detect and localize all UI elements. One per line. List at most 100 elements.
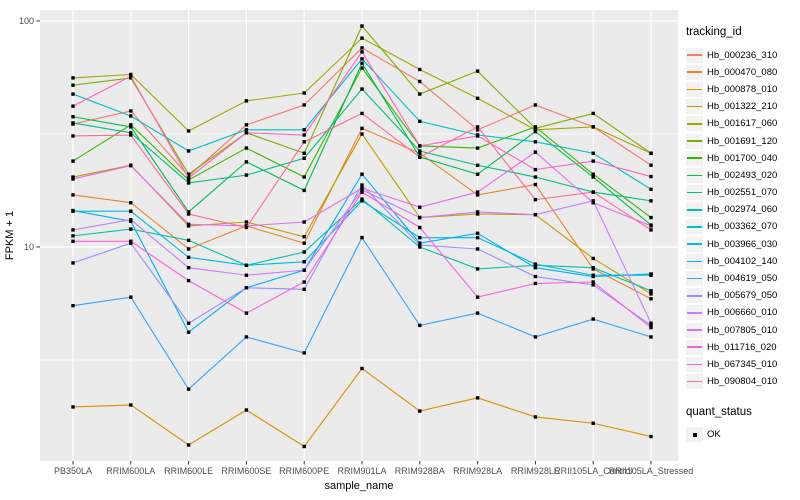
legend-key-line-icon <box>686 374 703 390</box>
legend-key-line-icon <box>686 271 703 287</box>
data-point <box>533 335 538 339</box>
data-point <box>186 174 191 178</box>
data-point <box>360 111 364 116</box>
data-point <box>186 247 191 251</box>
data-point <box>533 212 538 217</box>
data-point <box>71 159 75 163</box>
legend-entry-Hb_004619_050: Hb_004619_050 <box>686 270 798 287</box>
data-point <box>591 172 595 176</box>
data-point <box>244 263 249 267</box>
data-point <box>533 262 538 266</box>
data-point <box>418 215 422 220</box>
legend-entry-label: Hb_006660_010 <box>707 307 778 319</box>
y-tick-label: 100 <box>19 16 34 26</box>
data-point <box>302 128 306 132</box>
data-point <box>475 210 480 214</box>
legend-entry-Hb_007805_010: Hb_007805_010 <box>686 322 798 338</box>
data-point <box>302 287 306 291</box>
legend-entry-Hb_001691_120: Hb_001691_120 <box>686 133 798 149</box>
data-point <box>302 241 306 245</box>
legend-entry-Hb_090804_010: Hb_090804_010 <box>686 374 798 390</box>
legend-entry-label: Hb_003966_030 <box>707 238 778 250</box>
data-point <box>302 235 306 239</box>
data-point <box>418 119 422 123</box>
data-point <box>302 133 306 137</box>
x-axis-title: sample_name <box>324 480 393 492</box>
data-point <box>129 123 133 127</box>
data-point <box>533 415 538 419</box>
legend-key-line-icon <box>686 47 703 63</box>
x-tick-label: RRIM928BA <box>395 466 445 476</box>
legend-key-square-icon <box>686 427 703 443</box>
legend-key-line-icon <box>686 167 703 183</box>
data-point <box>418 323 422 328</box>
data-point <box>591 190 595 194</box>
data-point <box>360 186 364 190</box>
data-point <box>475 247 480 251</box>
data-point <box>71 193 75 197</box>
legend-entry-Hb_067345_010: Hb_067345_010 <box>686 356 798 372</box>
x-tick-label: RRII105LA_Stressed <box>609 466 694 476</box>
data-point <box>360 87 364 91</box>
data-point <box>71 92 75 96</box>
x-tick-label: PB350LA <box>54 466 92 476</box>
data-point <box>302 151 306 155</box>
data-point <box>360 199 364 203</box>
legend-entry-label: Hb_001700_040 <box>707 152 778 164</box>
data-point <box>418 235 422 240</box>
data-point <box>129 125 133 129</box>
data-point <box>475 163 480 167</box>
legend-key-line-icon <box>686 99 703 115</box>
legend-entry-Hb_001322_210: Hb_001322_210 <box>686 99 798 115</box>
legend-entry-label: Hb_000236_310 <box>707 49 778 61</box>
data-point <box>186 178 191 182</box>
legend-entry-Hb_002551_070: Hb_002551_070 <box>686 185 798 201</box>
y-axis-title: FPKM + 1 <box>4 211 16 260</box>
data-point <box>302 351 306 355</box>
legend-entry-Hb_000236_310: Hb_000236_310 <box>686 47 798 63</box>
data-point <box>186 172 191 176</box>
data-point <box>649 289 653 293</box>
data-point <box>129 295 133 299</box>
data-point <box>71 239 75 243</box>
data-point <box>591 199 595 203</box>
data-point <box>418 92 422 96</box>
data-point <box>186 181 191 185</box>
data-point <box>475 396 480 400</box>
data-point <box>649 174 653 179</box>
legend-key-line-icon <box>686 253 703 269</box>
data-point <box>186 278 191 283</box>
data-point <box>475 125 480 129</box>
data-point <box>475 235 480 240</box>
legend-key-line-icon <box>686 150 703 166</box>
legend-color-entries: Hb_000236_310 Hb_000470_080 Hb_000878_010 H… <box>686 47 798 390</box>
data-point <box>533 265 538 270</box>
data-point <box>186 265 191 270</box>
data-point <box>129 74 133 78</box>
legend-key-line-icon <box>686 202 703 218</box>
data-point <box>649 272 653 276</box>
legend-entry-Hb_002974_060: Hb_002974_060 <box>686 202 798 218</box>
data-point <box>71 83 75 87</box>
data-point <box>591 317 595 321</box>
x-tick-label: RRIM928LE <box>511 466 560 476</box>
legend-key-line-icon <box>686 288 703 304</box>
legend-entry-ok: OK <box>686 427 798 443</box>
data-point <box>302 188 306 193</box>
data-point <box>360 183 364 187</box>
data-point <box>129 209 133 213</box>
data-point <box>591 265 595 270</box>
legend-entry-label: Hb_001617_060 <box>707 118 778 130</box>
data-point <box>649 297 653 301</box>
data-point <box>533 182 538 187</box>
data-point <box>129 109 133 113</box>
x-tick-label: RRIM600PE <box>279 466 329 476</box>
data-point <box>360 132 364 136</box>
legend-key-line-icon <box>686 356 703 372</box>
legend-key-line-icon <box>686 305 703 321</box>
data-point <box>244 146 249 150</box>
y-tick-label: 10 <box>24 242 34 252</box>
data-point <box>591 201 595 205</box>
legend-entry-Hb_005679_050: Hb_005679_050 <box>686 288 798 304</box>
data-point <box>475 146 480 150</box>
